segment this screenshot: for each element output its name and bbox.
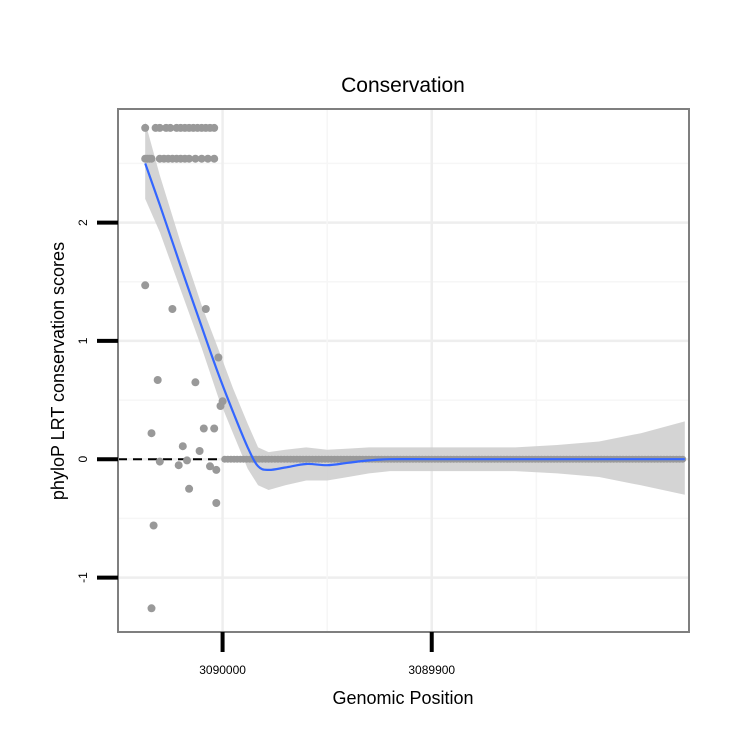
x-tick-label: 3090000 — [199, 663, 246, 677]
y-tick-label: -1 — [76, 572, 90, 583]
chart-title: Conservation — [341, 74, 465, 97]
data-point — [178, 442, 187, 451]
data-point — [212, 499, 221, 507]
y-tick-label: 1 — [76, 337, 90, 344]
data-point — [185, 154, 194, 163]
data-point — [155, 123, 164, 132]
data-point — [199, 424, 208, 433]
data-point — [210, 123, 219, 132]
data-point — [212, 465, 221, 474]
y-tick-label: 2 — [76, 219, 90, 226]
data-point — [174, 461, 183, 470]
x-tick-label: 3089900 — [408, 663, 455, 677]
data-point — [201, 305, 210, 313]
data-point — [203, 154, 212, 163]
data-point — [166, 123, 175, 132]
data-point — [168, 305, 177, 313]
data-point — [197, 154, 206, 163]
fit-line — [144, 163, 685, 472]
data-point — [210, 154, 219, 163]
y-tick-label: 0 — [76, 456, 90, 463]
data-point — [191, 154, 200, 163]
data-point — [183, 456, 191, 465]
data-point — [141, 123, 150, 132]
y-axis-title: phyloP LRT conservation scores — [48, 242, 68, 500]
data-point — [210, 424, 219, 433]
data-point — [191, 378, 200, 387]
y-axis: -1 0 1 2 — [76, 219, 118, 583]
data-point — [214, 353, 223, 362]
data-point — [153, 376, 162, 384]
data-point — [216, 402, 225, 410]
fit-line-layer — [144, 163, 685, 472]
data-point — [147, 154, 156, 163]
data-point — [147, 604, 156, 613]
plot-panel-border — [117, 108, 690, 633]
data-point — [149, 521, 158, 530]
x-axis: 3090000 3089900 — [199, 632, 455, 677]
data-point — [185, 484, 194, 493]
data-point — [141, 281, 150, 290]
x-axis-title: Genomic Position — [332, 688, 473, 708]
data-point — [195, 447, 204, 455]
data-point — [155, 457, 164, 466]
data-point — [206, 462, 214, 471]
data-point — [147, 429, 156, 438]
